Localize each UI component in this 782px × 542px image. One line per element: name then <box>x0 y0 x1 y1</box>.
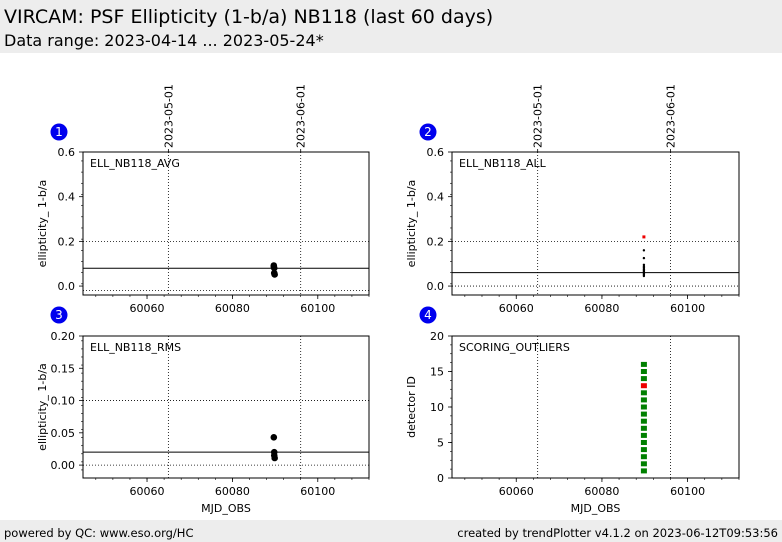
y-tick-label: 0.00 <box>51 459 76 472</box>
y-tick-label: 0.15 <box>51 362 76 375</box>
y-tick-label: 0.4 <box>58 191 76 204</box>
chart-panel-3: 3 0.00 0.05 0.10 0.15 0.20 60060 60080 60100 ELL_… <box>36 306 370 515</box>
x-tick-label: 60100 <box>300 485 335 498</box>
date-marker-label: 2023-05-01 <box>532 84 545 148</box>
y-tick-label: 0.20 <box>51 330 76 343</box>
data-point <box>642 274 646 278</box>
x-tick-label: 60100 <box>300 302 335 315</box>
y-tick-label: 0.6 <box>427 146 445 159</box>
detector-ok-marker <box>640 447 647 453</box>
detector-ok-marker <box>640 390 647 396</box>
data-point <box>271 271 278 278</box>
detector-ok-marker <box>640 440 647 445</box>
footer-created-by: created by trendPlotter v4.1.2 on 2023-0… <box>457 526 778 540</box>
detector-ok-marker <box>640 361 647 367</box>
date-marker-label: 2023-05-01 <box>162 84 175 148</box>
footer-powered-by: powered by QC: www.eso.org/HC <box>4 526 194 540</box>
y-axis-label: ellipticity_ 1-b/a <box>36 363 49 451</box>
detector-ok-marker <box>640 397 647 403</box>
detector-ok-marker <box>640 376 647 382</box>
x-tick-label: 60080 <box>215 485 250 498</box>
y-tick-label: 0.2 <box>58 235 76 248</box>
y-axis-label: ellipticity_ 1-b/a <box>36 180 49 268</box>
x-tick-label: 60060 <box>499 485 534 498</box>
y-tick-label: 10 <box>430 401 444 414</box>
chart-panel-4: 4 0 5 10 15 20 60060 60080 60100 SCORING_OUTLIERS… <box>405 306 740 515</box>
y-tick-label: 15 <box>430 366 444 379</box>
x-axis-label: MJD_OBS <box>571 502 621 515</box>
detector-ok-marker <box>640 432 647 438</box>
chart-panel-2: 2 2023-05-01 2023-06-01 0.0 0.2 0.4 0.6 60060 60… <box>405 84 740 315</box>
x-axis-label: MJD_OBS <box>201 502 251 515</box>
y-tick-label: 0.10 <box>51 395 76 408</box>
y-tick-label: 0 <box>437 472 444 485</box>
axes-frame <box>82 151 370 296</box>
x-tick-label: 60080 <box>215 302 250 315</box>
chart-panel-1: 1 2023-05-01 2023-06-01 0.0 0.2 0.4 0.6 60060 60… <box>36 84 370 315</box>
panel-title: ELL_NB118_ALL <box>459 157 547 170</box>
y-tick-label: 0.0 <box>427 280 445 293</box>
data-point <box>642 249 646 252</box>
panel-badge <box>50 306 68 324</box>
y-tick-label: 0.0 <box>58 280 76 293</box>
detector-ok-marker <box>640 418 647 424</box>
page-subtitle: Data range: 2023-04-14 ... 2023-05-24* <box>4 31 324 50</box>
page-footer: powered by QC: www.eso.org/HC created by… <box>0 520 782 542</box>
detector-ok-marker <box>640 468 647 474</box>
axes-frame <box>451 151 740 296</box>
panel-badge-label: 2 <box>424 125 432 139</box>
date-marker-label: 2023-06-01 <box>664 84 677 148</box>
data-point <box>271 454 278 462</box>
page-title: VIRCAM: PSF Ellipticity (1-b/a) NB118 (l… <box>4 6 494 28</box>
detector-ok-marker <box>640 461 647 467</box>
panel-badge <box>419 123 437 141</box>
panel-badge-label: 3 <box>55 308 63 322</box>
detector-ok-marker <box>640 454 647 460</box>
data-point <box>642 256 646 260</box>
y-axis-label: detector ID <box>405 376 418 438</box>
panel-title: SCORING_OUTLIERS <box>459 341 570 354</box>
y-tick-label: 0.6 <box>58 146 76 159</box>
detector-ok-marker <box>640 411 647 417</box>
data-point <box>270 434 278 441</box>
panel-badge-label: 1 <box>55 125 63 139</box>
detector-ok-marker <box>640 404 647 410</box>
x-tick-label: 60100 <box>670 302 705 315</box>
panel-title: ELL_NB118_RMS <box>90 341 181 354</box>
x-tick-label: 60060 <box>130 485 165 498</box>
panel-badge <box>50 123 68 141</box>
x-tick-label: 60080 <box>584 485 619 498</box>
axes-frame <box>82 335 370 479</box>
outlier-point <box>642 235 646 239</box>
x-tick-label: 60060 <box>499 302 534 315</box>
panel-title: ELL_NB118_AVG <box>90 157 180 170</box>
detector-ok-marker <box>640 425 647 431</box>
panel-badge <box>419 306 437 324</box>
date-marker-label: 2023-06-01 <box>295 84 308 148</box>
y-tick-label: 20 <box>430 330 444 343</box>
x-tick-label: 60060 <box>130 302 165 315</box>
x-tick-label: 60080 <box>584 302 619 315</box>
y-axis-label: ellipticity_ 1-b/a <box>405 180 418 268</box>
page-header: VIRCAM: PSF Ellipticity (1-b/a) NB118 (l… <box>0 0 782 53</box>
detector-ok-marker <box>640 369 647 374</box>
panel-badge-label: 4 <box>424 308 432 322</box>
y-tick-label: 0.05 <box>51 427 76 440</box>
y-tick-label: 0.2 <box>427 235 445 248</box>
axes-frame <box>451 335 740 479</box>
y-tick-label: 0.4 <box>427 191 445 204</box>
data-point <box>270 264 278 272</box>
x-tick-label: 60100 <box>670 485 705 498</box>
detector-outlier-marker <box>640 383 647 389</box>
y-tick-label: 5 <box>437 437 444 450</box>
plots-canvas: 1 2023-05-01 2023-06-01 0.0 0.2 0.4 0.6 60060 60… <box>36 84 740 515</box>
